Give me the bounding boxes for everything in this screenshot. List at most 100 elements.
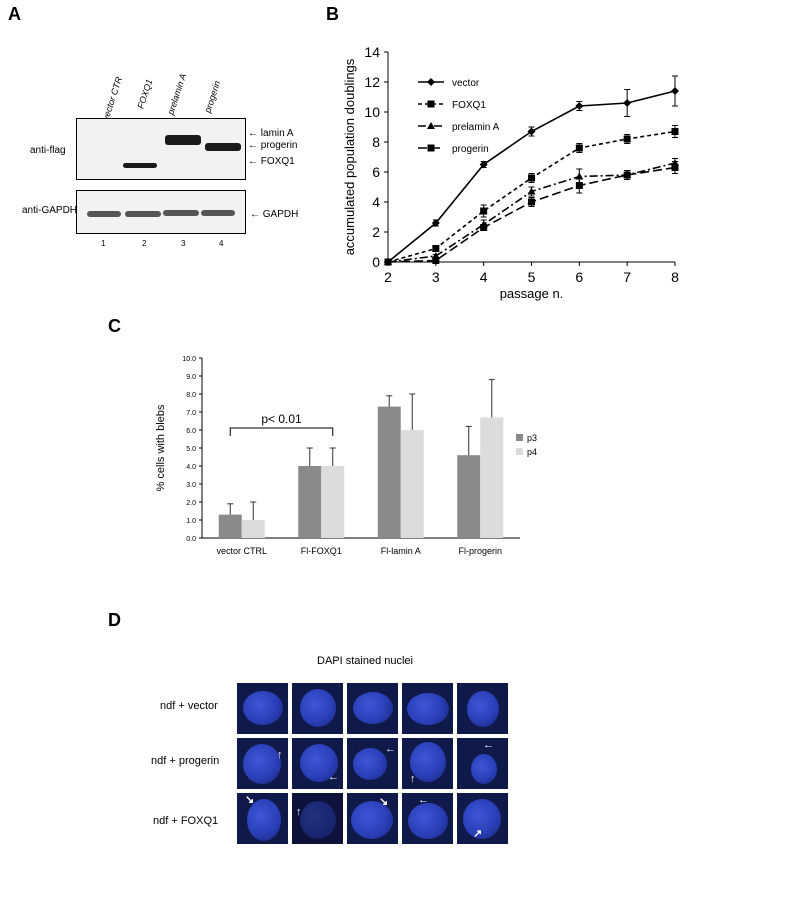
data-point: [671, 128, 679, 135]
legend-label: vector: [452, 78, 480, 89]
data-point: [671, 87, 679, 95]
y-tick-label: 0.0: [186, 536, 196, 543]
data-point: [479, 160, 488, 169]
blebs-bar-chart: 0.0 1.0 2.0 3.0 4.0 5.0 6.0 7.0 8.0 9.0 10.0 % cell…: [155, 356, 537, 556]
nucleus-image: ↑: [292, 793, 343, 844]
data-point: [528, 174, 535, 182]
nucleus-image: ↗: [457, 793, 508, 844]
y-tick-label: 2.0: [186, 500, 196, 507]
x-tick-label: 8: [671, 269, 679, 285]
bar-p3: [457, 455, 481, 538]
series-progerin: [384, 161, 679, 266]
p-value-label: p< 0.01: [261, 412, 302, 426]
panel-c-letter: C: [108, 316, 121, 336]
legend-marker: [427, 100, 435, 108]
row-label-progerin: ndf + progerin: [151, 755, 220, 767]
data-point: [384, 258, 392, 266]
legend-label: progerin: [452, 144, 489, 155]
y-axis-title: accumulated population doublings: [342, 58, 357, 255]
data-point: [623, 99, 632, 107]
anti-gapdh-label: anti-GAPDH: [22, 205, 78, 216]
data-point: [623, 171, 631, 179]
nucleus-image: ↘: [237, 793, 288, 844]
category-label: vector CTRL: [216, 546, 267, 556]
y-tick-label: 1.0: [186, 518, 196, 525]
nucleus-shape: [243, 691, 283, 725]
legend-label: p4: [527, 447, 537, 457]
legend-label: prelamin A: [452, 122, 500, 133]
bleb-arrow: ↘: [379, 796, 389, 808]
series-vector: [384, 75, 679, 266]
bar-p4: [480, 417, 504, 538]
nucleus-image: [402, 683, 453, 734]
nucleus-image: [347, 683, 398, 734]
y-tick-label: 6: [372, 164, 380, 180]
significance-bracket: [229, 427, 334, 436]
arrow-progerin: ← progerin: [248, 140, 298, 151]
bar-p3: [377, 406, 401, 538]
nucleus-shape: [300, 744, 338, 782]
nucleus-shape: [353, 692, 393, 724]
nucleus-image: ←: [457, 738, 508, 789]
nucleus-shape: [300, 801, 336, 839]
legend-label: p3: [527, 433, 537, 443]
nucleus-shape: [467, 691, 499, 727]
data-point: [575, 144, 583, 152]
nucleus-image: [237, 683, 288, 734]
bar-p4: [400, 430, 424, 538]
x-axis-title: passage n.: [500, 286, 564, 301]
bleb-arrow: ↘: [245, 794, 255, 806]
y-tick-label: 8: [372, 134, 380, 150]
nucleus-shape: [407, 693, 449, 725]
nucleus-shape: [410, 742, 446, 782]
data-point: [480, 207, 488, 215]
x-tick-label: 3: [432, 269, 440, 285]
x-tick-label: 7: [623, 269, 631, 285]
band-gapdh-1: [87, 211, 121, 217]
data-point: [432, 257, 440, 264]
bleb-arrow: ↑: [410, 773, 416, 785]
anti-gapdh-blot: [76, 190, 246, 234]
data-point: [575, 182, 583, 189]
panel-a-letter: A: [8, 4, 21, 24]
legend-label: FOXQ1: [452, 100, 486, 111]
x-tick-label: 4: [480, 269, 488, 285]
y-tick-label: 2: [372, 224, 380, 240]
nucleus-image: ←: [402, 793, 453, 844]
band-prelamin: [165, 135, 201, 145]
data-point: [575, 102, 584, 110]
nucleus-shape: [351, 801, 393, 839]
nucleus-image: ↑: [402, 738, 453, 789]
nucleus-image: ←: [347, 738, 398, 789]
lane-number-4: 4: [219, 239, 224, 248]
nucleus-image: ↘: [347, 793, 398, 844]
nucleus-shape: [247, 799, 281, 841]
nucleus-shape: [471, 754, 497, 784]
anti-flag-blot: [76, 118, 246, 180]
row-label-foxq1: ndf + FOXQ1: [153, 815, 219, 827]
bar-p4: [321, 466, 345, 538]
nucleus-shape: [463, 799, 501, 839]
nucleus-image: [292, 683, 343, 734]
nucleus-image: ←: [292, 738, 343, 789]
nucleus-shape: [300, 689, 336, 727]
y-tick-label: 10.0: [182, 356, 196, 363]
y-tick-label: 0: [372, 254, 380, 270]
data-point: [623, 135, 631, 143]
nucleus-shape: [408, 803, 448, 839]
panel-d-letter: D: [108, 610, 121, 630]
lane-label-prelamin: prelamin A: [165, 72, 189, 116]
panel-b-letter: B: [326, 4, 339, 24]
data-point: [528, 198, 535, 206]
legend-swatch-p3: [516, 434, 523, 441]
y-tick-label: 8.0: [186, 392, 196, 399]
legend-marker: [427, 78, 435, 86]
bleb-arrow: ←: [328, 771, 339, 783]
bar-p4: [241, 520, 265, 538]
legend-swatch-p4: [516, 448, 523, 455]
data-point: [431, 219, 440, 227]
arrow-foxq1: ← FOXQ1: [248, 156, 295, 167]
y-tick-label: 5.0: [186, 446, 196, 453]
bar-p3: [298, 466, 322, 538]
